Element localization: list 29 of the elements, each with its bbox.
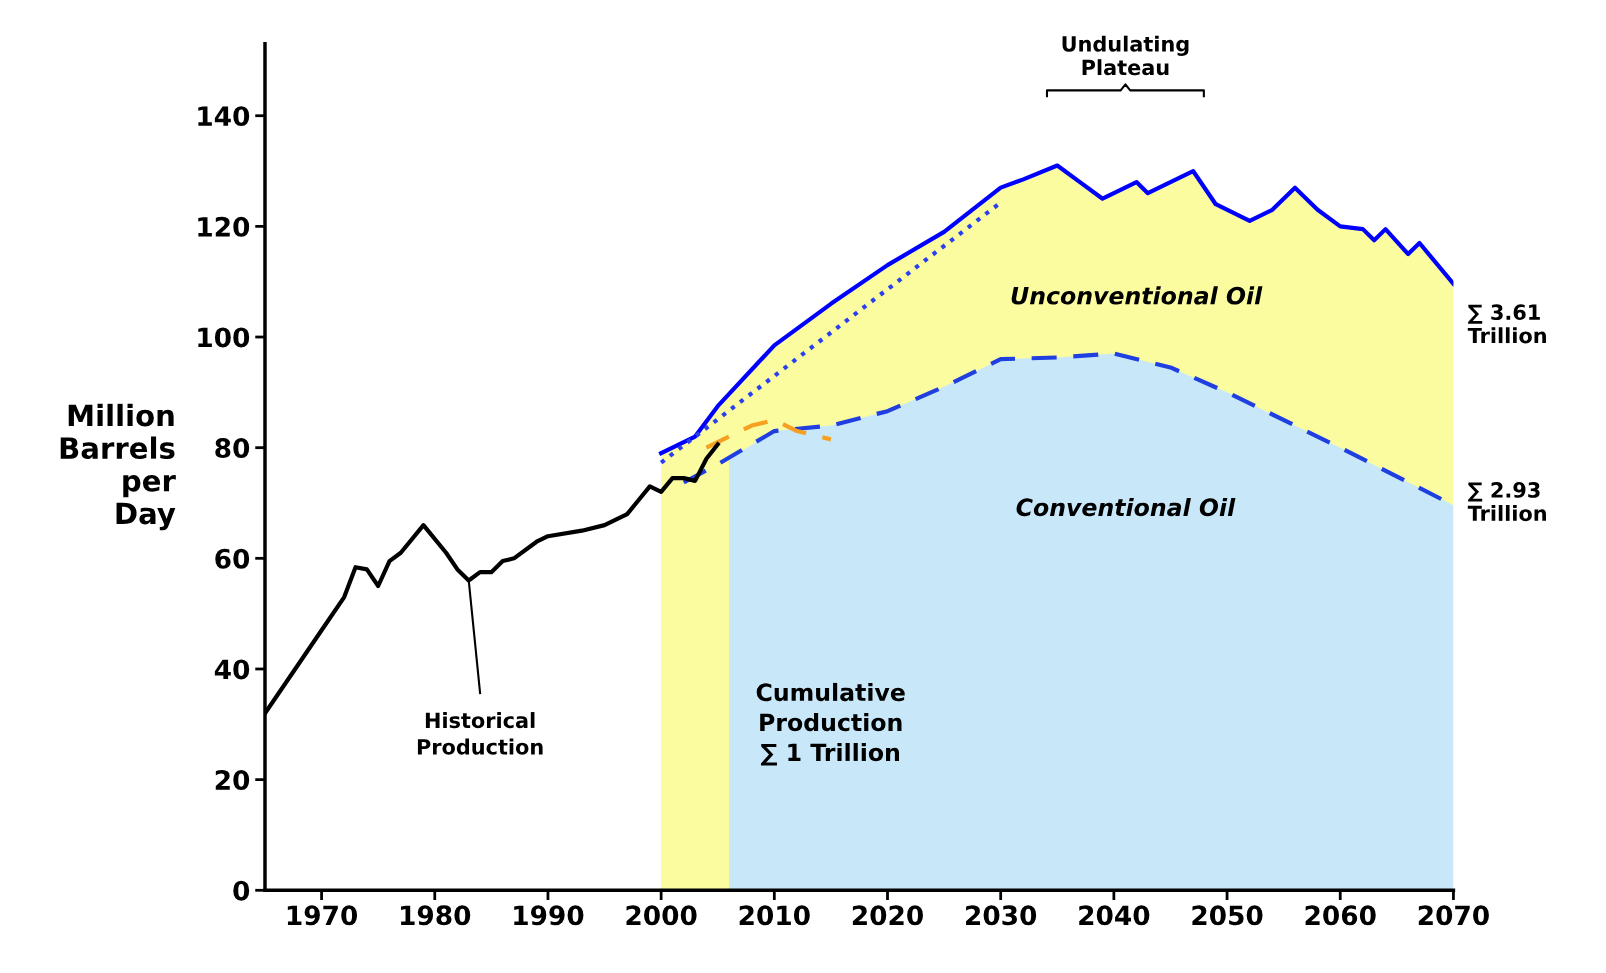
annotation: Conventional Oil <box>1016 497 1236 517</box>
x-tick-label: 2060 <box>1305 905 1376 926</box>
x-tick-label: 2000 <box>626 905 697 926</box>
y-axis-title: Million Barrels per Day <box>60 403 176 531</box>
x-tick-label: 2020 <box>852 905 923 926</box>
y-tick-label: 100 <box>198 327 250 348</box>
x-tick-label: 2010 <box>739 905 810 926</box>
text: ∑ 2.93 Trillion <box>1467 482 1546 522</box>
x-tick-label: 1980 <box>401 905 471 926</box>
y-tick-label: 60 <box>215 548 250 569</box>
x-tick-label: 2050 <box>1192 905 1263 926</box>
annotation: Historical Production <box>417 712 543 755</box>
y-tick-label: 20 <box>215 770 250 791</box>
annotation: Cumulative Production ∑ 1 Trillion <box>756 682 905 766</box>
y-tick-label: 0 <box>233 880 250 901</box>
y-tick-label: 40 <box>214 659 250 680</box>
x-tick-label: 2070 <box>1418 905 1489 926</box>
annotation: Unconventional Oil <box>1011 286 1263 305</box>
x-tick-label: 2030 <box>966 905 1037 926</box>
x-tick-label: 1970 <box>287 905 358 926</box>
text: ∑ 3.61 Trillion <box>1467 304 1546 344</box>
x-tick-label: 1990 <box>514 905 584 926</box>
y-tick-label: 120 <box>198 216 250 237</box>
y-tick-label: 140 <box>198 106 250 127</box>
y-tick-label: 80 <box>215 438 250 459</box>
x-tick-label: 2040 <box>1079 905 1150 926</box>
annotation: Undulating Plateau <box>1062 35 1189 76</box>
line-series <box>704 417 833 450</box>
line-series <box>659 163 1454 456</box>
